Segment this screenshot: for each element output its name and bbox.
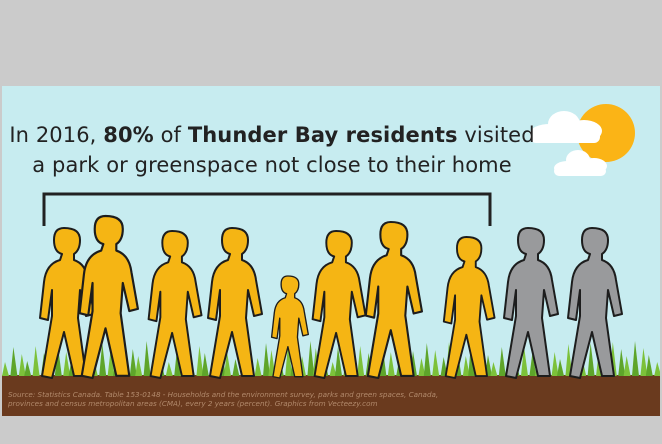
cloud-icon [530, 111, 602, 143]
walking-person-icon [442, 236, 496, 379]
source-line1: Source: Statistics Canada. Table 153-014… [8, 390, 439, 399]
walking-person-icon [39, 227, 95, 379]
scene [2, 104, 660, 416]
walking-person-icon [503, 227, 559, 379]
headline-line2: a park or greenspace not close to their … [32, 153, 512, 177]
walking-person-icon [207, 227, 263, 379]
headline-middle: of [153, 123, 188, 147]
walking-person-icon [270, 275, 310, 379]
people-row [39, 214, 623, 380]
headline-suffix: visited [457, 123, 535, 147]
headline: In 2016, 80% of Thunder Bay residents vi… [2, 120, 542, 180]
source-note: Source: Statistics Canada. Table 153-014… [8, 390, 458, 408]
sun-icon [577, 104, 635, 162]
headline-place: Thunder Bay residents [187, 123, 458, 147]
bracket-icon [42, 192, 492, 226]
cloud-icon [554, 150, 607, 176]
walking-person-icon [311, 230, 367, 379]
walking-person-icon [364, 220, 423, 380]
infographic: In 2016, 80% of Thunder Bay residents vi… [2, 86, 660, 416]
headline-percent: 80% [103, 123, 154, 147]
soil-strip [2, 375, 660, 416]
headline-prefix: In 2016, [9, 123, 104, 147]
walking-person-icon [567, 227, 623, 379]
source-line2: provinces and census metropolitan areas … [8, 399, 378, 408]
walking-person-icon [78, 214, 140, 380]
walking-person-icon [147, 230, 203, 379]
